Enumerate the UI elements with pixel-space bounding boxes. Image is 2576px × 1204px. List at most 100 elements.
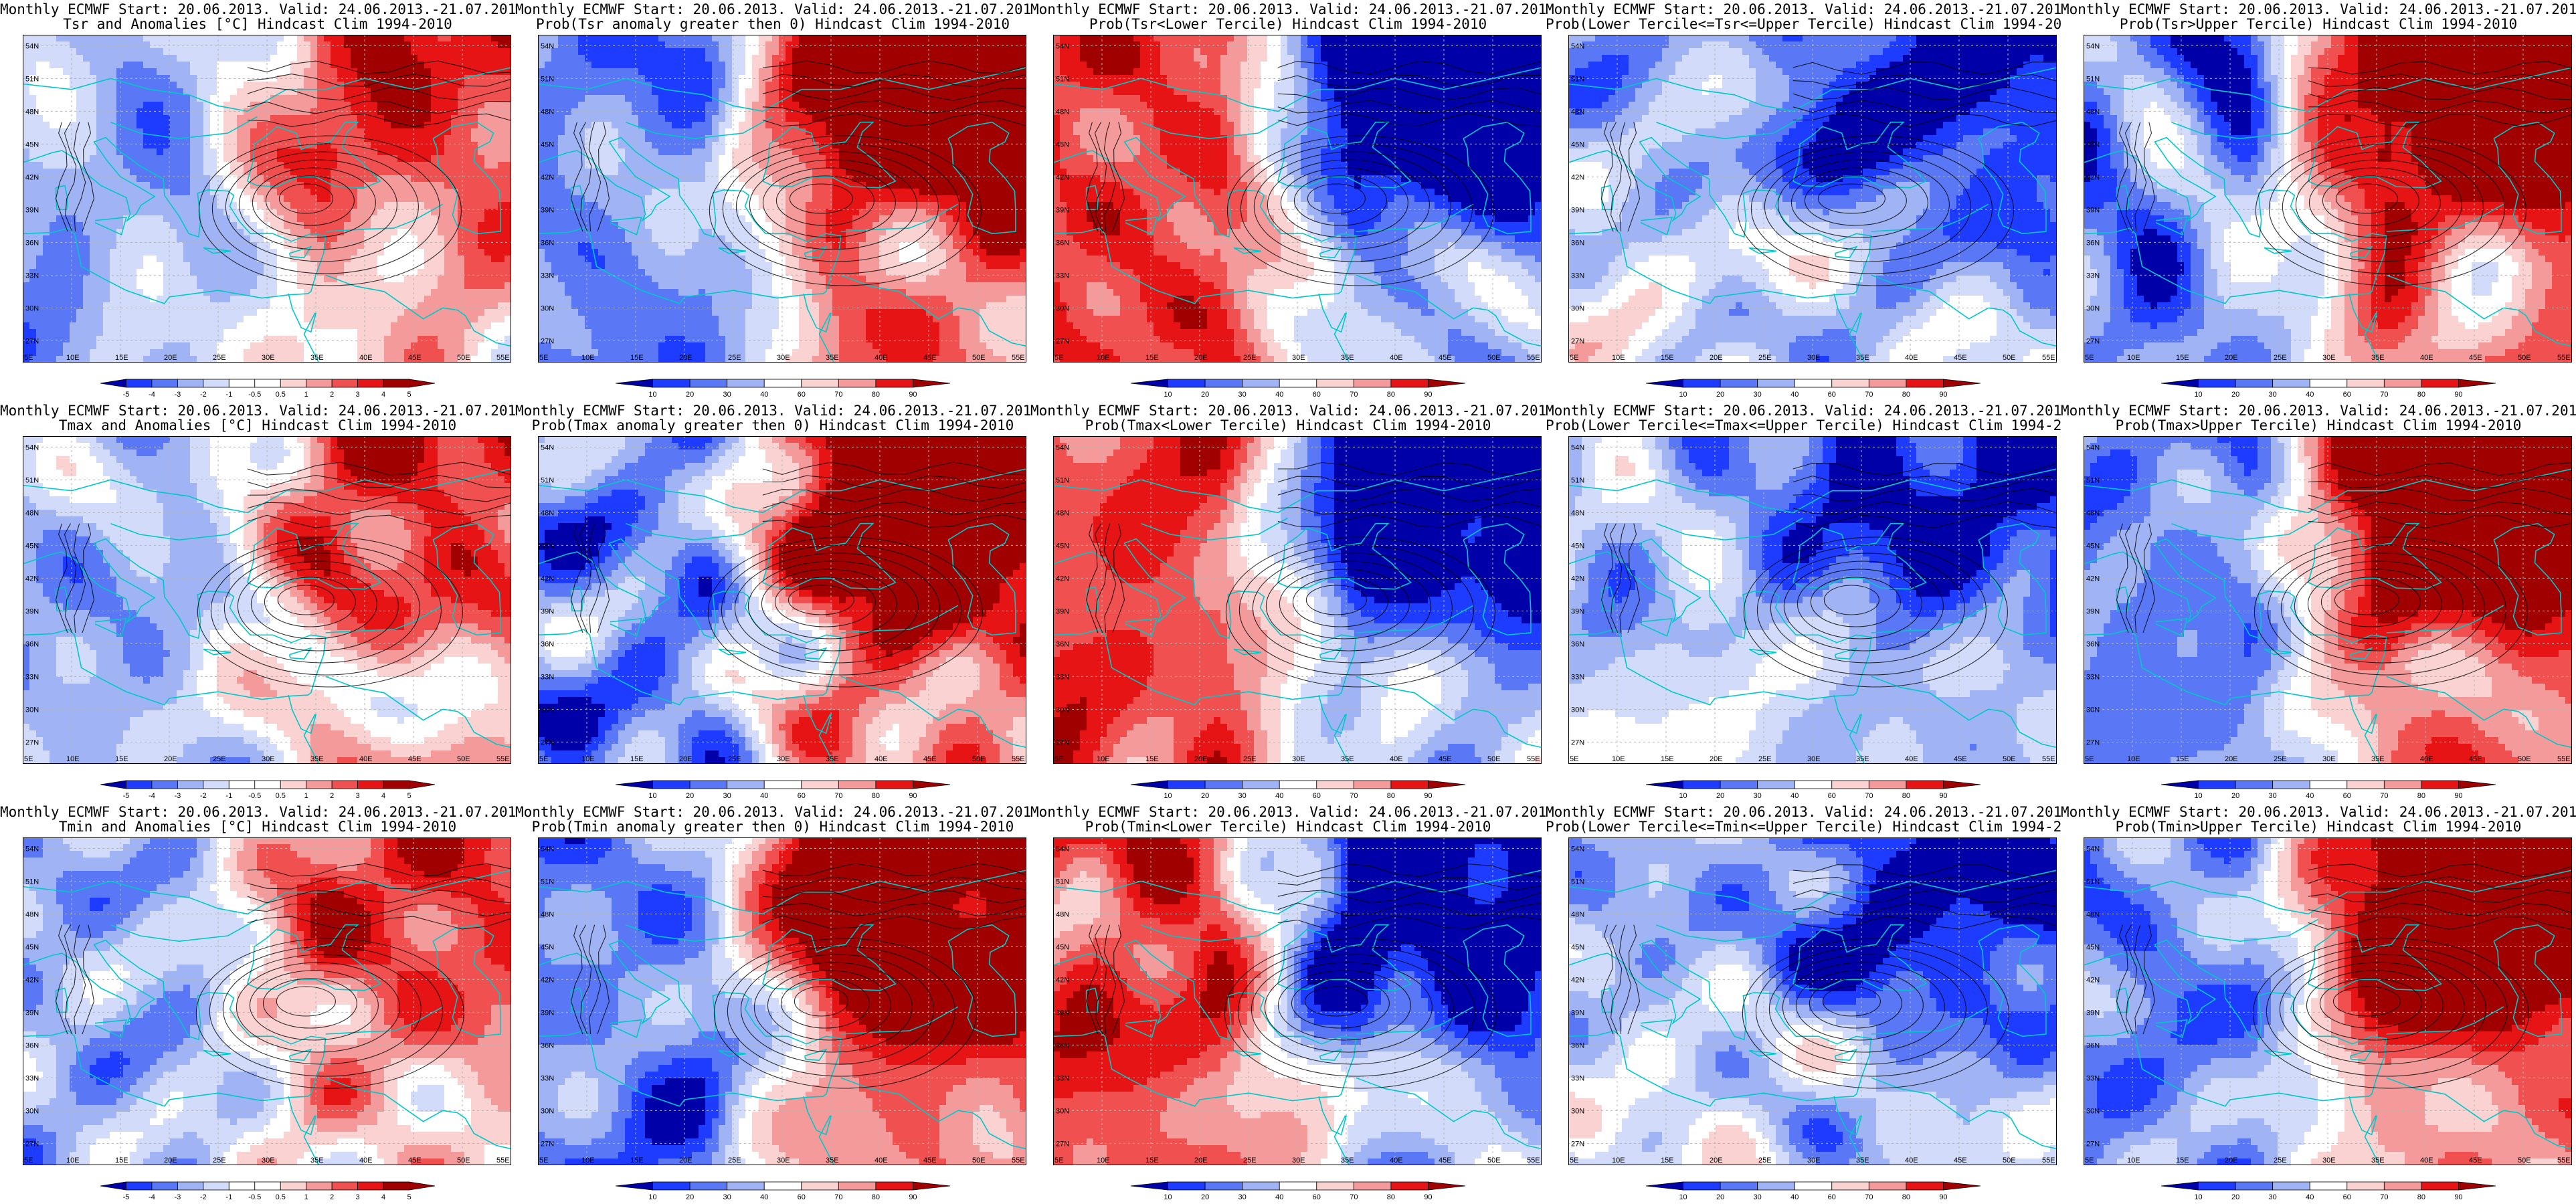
- lat-tick-label: 30N: [1571, 706, 1584, 714]
- colorbar: 10 20 30 40 60 70 80 90: [2160, 780, 2496, 800]
- colorbar-tick-label: 90: [2454, 391, 2462, 399]
- lat-tick-label: 51N: [1571, 476, 1584, 484]
- lat-tick-label: 39N: [541, 206, 554, 214]
- shaded-field: [538, 837, 1026, 1165]
- lon-tick-label: 25E: [2274, 755, 2287, 763]
- map-panel: Monthly ECMWF Start: 20.06.2013. Valid: …: [515, 803, 1030, 1204]
- lat-tick-label: 42N: [1571, 575, 1584, 583]
- lon-tick-label: 20E: [164, 755, 177, 763]
- lon-tick-label: 50E: [1487, 755, 1501, 763]
- colorbar-tick-label: 30: [1754, 1193, 1762, 1201]
- lat-tick-label: 45N: [2086, 542, 2100, 550]
- colorbar-tick-label: 60: [2343, 1193, 2351, 1201]
- lat-tick-label: 45N: [541, 140, 554, 148]
- colorbar-tick-label: 2: [330, 792, 334, 800]
- map-frame: [2084, 436, 2572, 764]
- colorbar-tick-label: 20: [2231, 391, 2239, 399]
- colorbar-tick-label: 30: [723, 391, 731, 399]
- lon-tick-label: 5E: [1570, 1157, 1578, 1165]
- lat-tick-label: 27N: [2086, 1140, 2100, 1148]
- colorbar-tick-label: 40: [760, 1193, 768, 1201]
- lat-tick-label: 30N: [25, 1107, 39, 1115]
- lat-tick-label: 51N: [1056, 878, 1069, 886]
- colorbar-tick-label: 60: [1313, 391, 1321, 399]
- shaded-field: [1053, 35, 1542, 363]
- lon-tick-label: 50E: [1487, 354, 1501, 362]
- panel-title-run: Monthly ECMWF Start: 20.06.2013. Valid: …: [1546, 804, 2061, 820]
- lat-tick-label: 48N: [541, 910, 554, 918]
- colorbar-tick-label: 4: [381, 1193, 385, 1201]
- lon-tick-label: 40E: [1390, 755, 1403, 763]
- colorbar-tick-label: 40: [1275, 1193, 1283, 1201]
- lat-tick-label: 27N: [1571, 738, 1584, 746]
- lat-tick-label: 54N: [1571, 42, 1584, 50]
- lon-tick-label: 20E: [2225, 354, 2238, 362]
- panel-title-run: Monthly ECMWF Start: 20.06.2013. Valid: …: [1030, 1, 1546, 17]
- lon-tick-label: 40E: [1905, 354, 1918, 362]
- panel-title-variable: Prob(Tmax>Upper Tercile) Hindcast Clim 1…: [2061, 417, 2576, 433]
- colorbar-tick-label: 70: [1350, 391, 1358, 399]
- lat-tick-label: 51N: [25, 75, 39, 83]
- colorbar-tick-label: 20: [686, 792, 694, 800]
- lon-tick-label: 25E: [728, 755, 741, 763]
- lat-lon-gridlines: [1568, 436, 2057, 764]
- colorbar-tick-label: 40: [1790, 792, 1799, 800]
- forecast-map: 27N 30N 33N 36N 39N 42N 45N 48N 51N 54N 5E 10E 15E 20…: [1053, 436, 1542, 764]
- lon-tick-label: 45E: [923, 755, 937, 763]
- colorbar-tick-label: -4: [149, 1193, 155, 1201]
- lon-tick-label: 45E: [923, 1157, 937, 1165]
- lon-tick-label: 10E: [581, 755, 595, 763]
- lon-tick-label: 30E: [1292, 755, 1305, 763]
- panel-title-run: Monthly ECMWF Start: 20.06.2013. Valid: …: [515, 403, 1030, 419]
- colorbar-tick-label: 90: [1424, 1193, 1432, 1201]
- colorbar-tick-label: 30: [2269, 391, 2277, 399]
- forecast-map: 27N 30N 33N 36N 39N 42N 45N 48N 51N 54N 5E 10E 15E 20…: [2084, 837, 2572, 1165]
- contour-lines: [1085, 60, 1542, 286]
- colorbar: 10 20 30 40 60 70 80 90: [1645, 1181, 1981, 1201]
- lat-tick-label: 45N: [1056, 140, 1069, 148]
- lat-tick-label: 48N: [1571, 509, 1584, 517]
- lon-tick-label: 20E: [679, 354, 693, 362]
- lon-tick-label: 10E: [1612, 755, 1625, 763]
- lat-tick-label: 30N: [2086, 706, 2100, 714]
- colorbar-tick-label: 10: [1164, 1193, 1172, 1201]
- colorbar-tick-label: 70: [834, 1193, 842, 1201]
- lon-tick-label: 20E: [2225, 755, 2238, 763]
- lon-tick-label: 35E: [1856, 1157, 1869, 1165]
- lat-tick-label: 33N: [25, 272, 39, 280]
- colorbar-tick-label: 60: [798, 1193, 806, 1201]
- lat-tick-label: 45N: [541, 542, 554, 550]
- lat-tick-label: 30N: [1571, 1107, 1584, 1115]
- colorbar-tick-label: 80: [2417, 1193, 2425, 1201]
- lon-tick-label: 50E: [1487, 1157, 1501, 1165]
- colorbar-tick-label: 30: [2269, 792, 2277, 800]
- lat-tick-label: 51N: [1056, 476, 1069, 484]
- panel-title-variable: Prob(Lower Tercile<=Tmin<=Upper Tercile)…: [1546, 819, 2061, 835]
- lat-tick-label: 39N: [1571, 1009, 1584, 1017]
- lat-tick-label: 27N: [2086, 738, 2100, 746]
- colorbar-tick-label: 40: [2306, 792, 2314, 800]
- lat-tick-label: 36N: [1056, 1041, 1069, 1049]
- forecast-map: 27N 30N 33N 36N 39N 42N 45N 48N 51N 54N 5E 10E 15E 20…: [23, 436, 511, 764]
- lat-tick-label: 27N: [2086, 337, 2100, 345]
- lat-tick-label: 48N: [1056, 108, 1069, 116]
- lon-tick-label: 30E: [777, 354, 790, 362]
- lon-tick-label: 10E: [2127, 1157, 2140, 1165]
- colorbar-tick-label: 70: [2380, 792, 2388, 800]
- colorbar-tick-label: 60: [1313, 792, 1321, 800]
- shaded-field: [2084, 436, 2572, 764]
- colorbar-tick-label: 80: [1387, 1193, 1395, 1201]
- colorbar-tick-label: 70: [1865, 1193, 1873, 1201]
- lat-lon-gridlines: [1053, 837, 1542, 1165]
- lon-tick-label: 50E: [2003, 354, 2016, 362]
- colorbar: 10 20 30 40 60 70 80 90: [1645, 780, 1981, 800]
- lon-tick-label: 5E: [24, 354, 33, 362]
- panel-title-variable: Prob(Tmin>Upper Tercile) Hindcast Clim 1…: [2061, 819, 2576, 835]
- lat-tick-label: 36N: [25, 640, 39, 648]
- colorbar-tick-label: 1: [304, 792, 308, 800]
- colorbar-tick-label: 90: [909, 792, 917, 800]
- colorbar-tick-label: 70: [1350, 792, 1358, 800]
- colorbar-tick-label: 80: [1387, 391, 1395, 399]
- lon-tick-label: 35E: [826, 1157, 839, 1165]
- lon-tick-label: 55E: [2557, 354, 2571, 362]
